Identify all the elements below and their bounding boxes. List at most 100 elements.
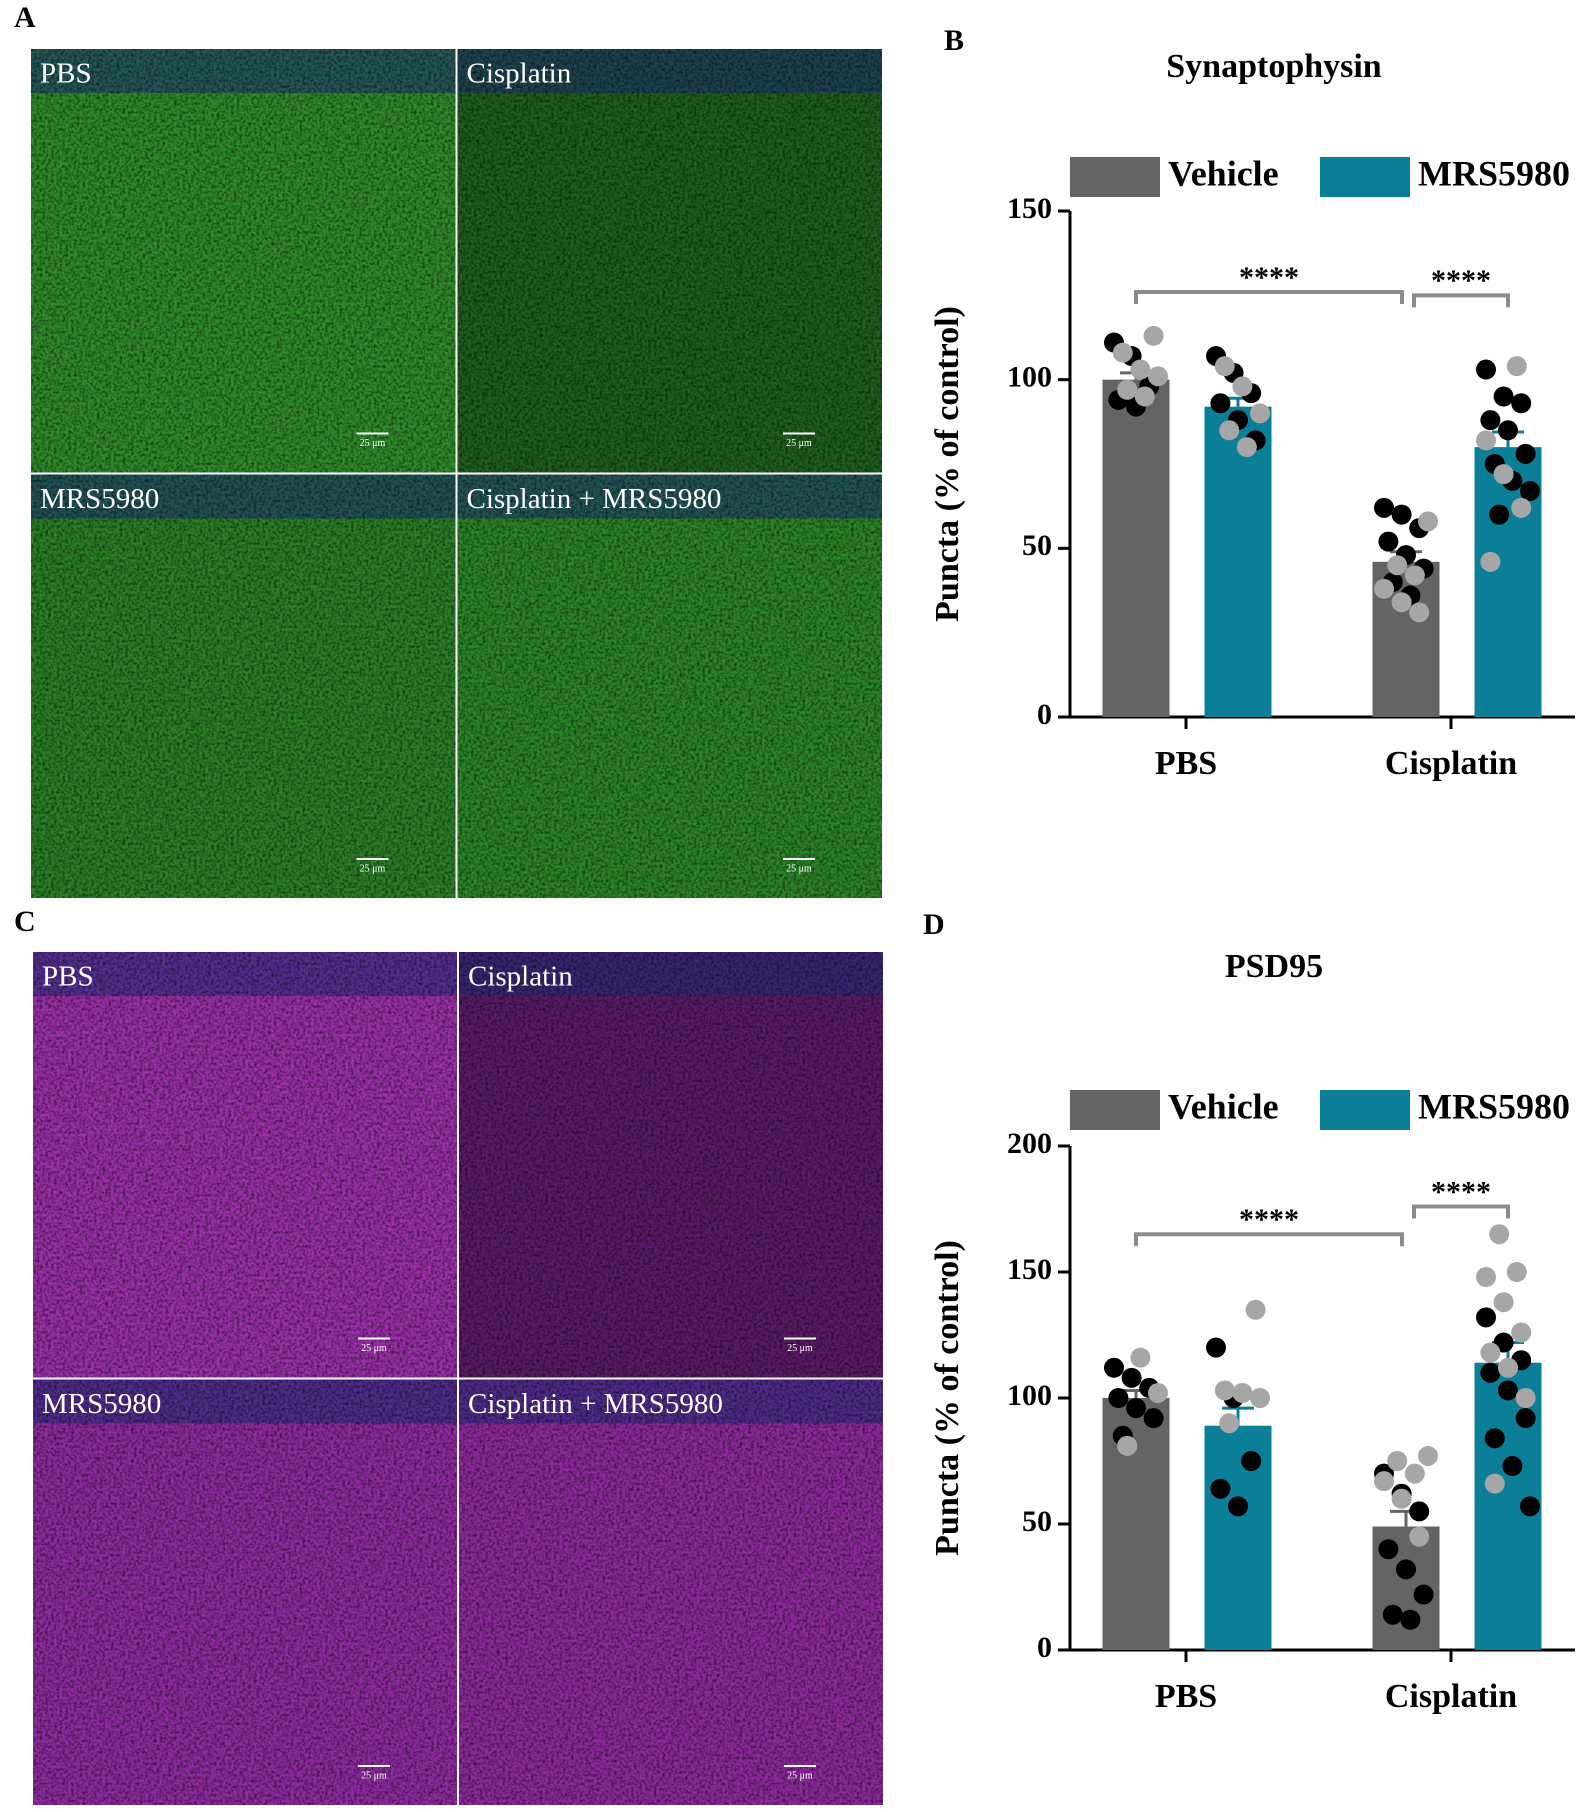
legend-label: Vehicle bbox=[1168, 1086, 1279, 1126]
scale-label: 25 μm bbox=[361, 1770, 387, 1781]
scale-label: 25 μm bbox=[786, 438, 812, 449]
image-border bbox=[457, 1377, 885, 1807]
data-point bbox=[1498, 420, 1518, 441]
chart-title: PSD95 bbox=[1225, 948, 1323, 985]
y-tick-label: 200 bbox=[1007, 1127, 1052, 1160]
data-point bbox=[1484, 1428, 1505, 1449]
x-tick-label: PBS bbox=[1155, 745, 1217, 782]
micrograph-texture bbox=[32, 1378, 458, 1806]
data-point bbox=[1143, 1408, 1164, 1429]
significance-bracket bbox=[1134, 1232, 1404, 1247]
y-axis-label: Puncta (% of control) bbox=[929, 306, 966, 622]
image-label: MRS5980 bbox=[42, 1388, 161, 1420]
image-label: Cisplatin + MRS5980 bbox=[468, 1388, 723, 1420]
x-tick-label: Cisplatin bbox=[1385, 745, 1517, 782]
data-point bbox=[1391, 504, 1412, 525]
y-tick-label: 0 bbox=[1037, 1631, 1052, 1664]
data-point bbox=[1511, 497, 1532, 518]
image-label: PBS bbox=[40, 58, 92, 90]
micrograph-texture bbox=[456, 473, 883, 899]
image-label: PBS bbox=[42, 961, 94, 993]
data-point bbox=[1498, 1380, 1518, 1401]
data-point bbox=[1387, 555, 1408, 576]
data-point bbox=[1241, 1451, 1262, 1471]
data-point bbox=[1148, 366, 1168, 387]
significance-bracket bbox=[1134, 289, 1404, 304]
y-tick-label: 0 bbox=[1037, 698, 1052, 731]
data-point bbox=[1219, 1413, 1240, 1434]
data-point bbox=[1374, 1471, 1394, 1492]
data-point bbox=[1121, 1367, 1142, 1388]
x-tick-label: PBS bbox=[1155, 1678, 1217, 1715]
data-point bbox=[1143, 325, 1164, 346]
data-point bbox=[1498, 1357, 1518, 1378]
image-label: Cisplatin bbox=[468, 961, 573, 993]
data-point bbox=[1520, 1496, 1540, 1517]
data-point bbox=[1476, 359, 1496, 380]
data-point bbox=[1480, 410, 1501, 431]
y-axis-label: Puncta (% of control) bbox=[929, 1240, 966, 1556]
y-tick-label: 50 bbox=[1022, 1505, 1052, 1538]
data-point bbox=[1476, 430, 1496, 451]
significance-label: **** bbox=[1239, 261, 1299, 294]
scale-label: 25 μm bbox=[360, 438, 386, 449]
data-point bbox=[1511, 1322, 1532, 1343]
data-point bbox=[1480, 551, 1501, 572]
data-point bbox=[1493, 386, 1514, 407]
legend-label: MRS5980 bbox=[1418, 153, 1570, 193]
micrograph-texture bbox=[458, 951, 884, 1379]
scale-label: 25 μm bbox=[360, 863, 386, 874]
micrograph-texture bbox=[30, 48, 457, 474]
data-point bbox=[1409, 602, 1430, 623]
data-point bbox=[1515, 1408, 1536, 1429]
data-point bbox=[1210, 393, 1231, 414]
data-point bbox=[1476, 1267, 1496, 1288]
data-point bbox=[1210, 1478, 1231, 1499]
micrograph-texture bbox=[458, 1378, 884, 1806]
legend-swatch bbox=[1320, 1090, 1410, 1130]
data-point bbox=[1484, 1473, 1505, 1494]
data-point bbox=[1511, 393, 1532, 414]
data-point bbox=[1515, 1388, 1536, 1408]
micrograph-texture bbox=[32, 951, 458, 1379]
data-point bbox=[1126, 1398, 1146, 1419]
data-point bbox=[1130, 359, 1151, 380]
bar bbox=[1204, 406, 1272, 717]
data-point bbox=[1404, 565, 1425, 586]
data-point bbox=[1418, 511, 1438, 532]
data-point bbox=[1117, 379, 1138, 400]
data-point bbox=[1214, 1380, 1235, 1401]
data-point bbox=[1404, 1463, 1425, 1484]
y-tick-label: 150 bbox=[1007, 1253, 1052, 1286]
data-point bbox=[1374, 578, 1394, 599]
data-point bbox=[1409, 1501, 1430, 1522]
data-point bbox=[1387, 1451, 1408, 1471]
data-point bbox=[1134, 386, 1155, 407]
data-point bbox=[1480, 1342, 1501, 1363]
data-point bbox=[1232, 376, 1253, 397]
significance-label: **** bbox=[1239, 1203, 1299, 1236]
chart-title: Synaptophysin bbox=[1166, 48, 1382, 85]
data-point bbox=[1489, 1224, 1510, 1245]
x-tick-label: Cisplatin bbox=[1385, 1678, 1517, 1715]
panel-letter: B bbox=[944, 24, 964, 57]
data-point bbox=[1418, 1445, 1438, 1466]
significance-label: **** bbox=[1431, 264, 1491, 297]
data-point bbox=[1219, 420, 1240, 441]
data-point bbox=[1112, 342, 1133, 363]
data-point bbox=[1148, 1382, 1168, 1403]
bar bbox=[1102, 379, 1170, 717]
data-point bbox=[1378, 1539, 1399, 1560]
y-tick-label: 100 bbox=[1007, 1379, 1052, 1412]
scale-label: 25 μm bbox=[361, 1343, 387, 1354]
panel-letter: C bbox=[14, 905, 36, 938]
bar bbox=[1102, 1398, 1170, 1650]
data-point bbox=[1391, 592, 1412, 613]
image-border bbox=[455, 472, 884, 900]
data-point bbox=[1493, 1292, 1514, 1313]
data-point bbox=[1236, 437, 1257, 458]
data-point bbox=[1502, 1456, 1523, 1477]
data-point bbox=[1206, 1337, 1226, 1358]
y-tick-label: 100 bbox=[1007, 361, 1052, 394]
